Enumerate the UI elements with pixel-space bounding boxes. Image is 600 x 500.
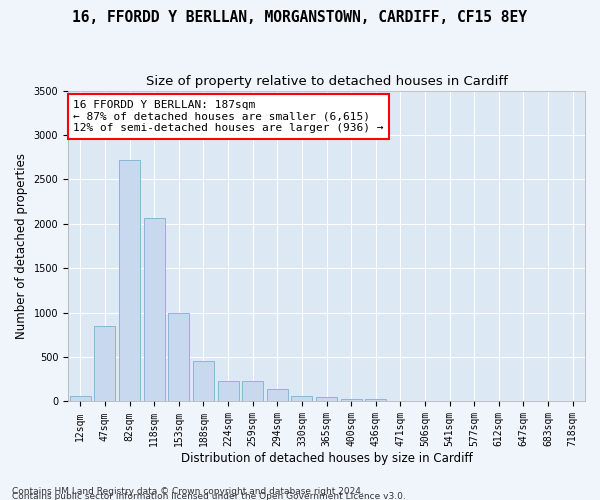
Y-axis label: Number of detached properties: Number of detached properties: [15, 153, 28, 339]
Bar: [193, 360, 214, 402]
Bar: [218, 382, 239, 402]
Bar: [119, 160, 140, 402]
X-axis label: Distribution of detached houses by size in Cardiff: Distribution of detached houses by size …: [181, 452, 472, 465]
Title: Size of property relative to detached houses in Cardiff: Size of property relative to detached ho…: [146, 75, 508, 88]
Text: Contains public sector information licensed under the Open Government Licence v3: Contains public sector information licen…: [12, 492, 406, 500]
Bar: [267, 390, 288, 402]
Bar: [70, 396, 91, 402]
Bar: [169, 312, 189, 402]
Text: Contains HM Land Registry data © Crown copyright and database right 2024.: Contains HM Land Registry data © Crown c…: [12, 486, 364, 496]
Bar: [341, 399, 362, 402]
Bar: [365, 400, 386, 402]
Text: 16, FFORDD Y BERLLAN, MORGANSTOWN, CARDIFF, CF15 8EY: 16, FFORDD Y BERLLAN, MORGANSTOWN, CARDI…: [73, 10, 527, 25]
Bar: [242, 382, 263, 402]
Bar: [94, 326, 115, 402]
Text: 16 FFORDD Y BERLLAN: 187sqm
← 87% of detached houses are smaller (6,615)
12% of : 16 FFORDD Y BERLLAN: 187sqm ← 87% of det…: [73, 100, 383, 133]
Bar: [144, 218, 164, 402]
Bar: [292, 396, 313, 402]
Bar: [316, 396, 337, 402]
Bar: [390, 400, 411, 402]
